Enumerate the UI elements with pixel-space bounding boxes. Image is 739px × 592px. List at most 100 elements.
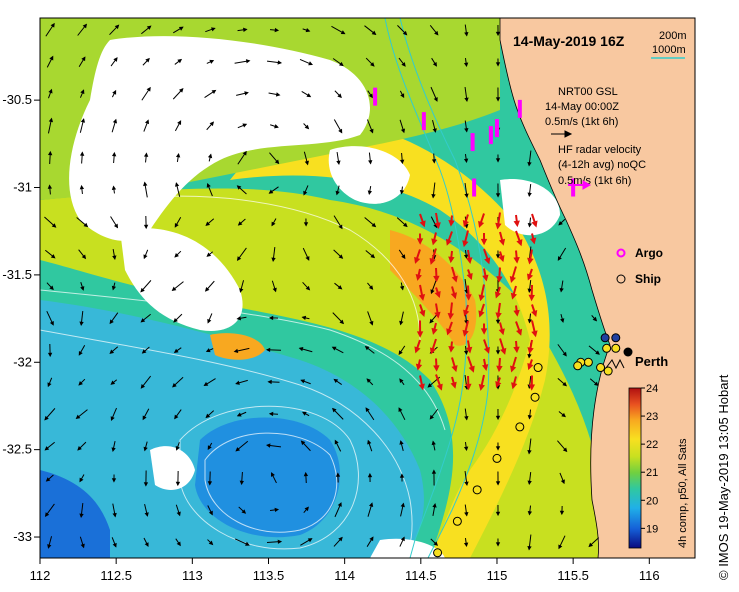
hf-arrow xyxy=(418,284,426,301)
current-arrow xyxy=(367,185,372,196)
current-arrow xyxy=(173,313,183,323)
hf-arrow xyxy=(465,340,473,354)
current-arrow xyxy=(495,24,501,37)
current-arrow xyxy=(47,117,54,134)
current-arrow xyxy=(367,311,374,326)
sst-leeuwin-current xyxy=(230,127,550,558)
current-arrow xyxy=(204,280,215,292)
contour-legend-1000m: 1000m xyxy=(652,44,686,56)
sst-contours xyxy=(40,195,446,558)
current-arrow xyxy=(399,152,405,165)
argo-legend-label: Argo xyxy=(635,246,663,260)
ship-station xyxy=(603,366,613,376)
current-arrow xyxy=(77,23,88,36)
current-arrow xyxy=(78,378,86,386)
current-arrow xyxy=(172,376,184,388)
current-arrow xyxy=(203,378,216,386)
current-arrow xyxy=(364,217,377,228)
current-arrow xyxy=(463,57,469,68)
ship-station xyxy=(573,361,583,371)
hf-arrow xyxy=(528,375,536,391)
x-tick-label: 115.5 xyxy=(557,568,589,583)
current-arrow xyxy=(397,25,408,36)
current-arrow xyxy=(527,313,533,324)
colorbar-tick-label: 19 xyxy=(646,523,658,535)
current-arrow xyxy=(175,538,181,547)
credit-text: © IMOS 19-May-2019 13:05 Hobart xyxy=(716,374,731,580)
argo-floats xyxy=(373,87,576,197)
current-arrow xyxy=(269,27,280,33)
hf-arrow xyxy=(496,357,503,373)
current-arrow xyxy=(334,439,342,452)
current-arrow xyxy=(173,26,184,34)
ship-stations xyxy=(433,333,621,558)
current-arrow xyxy=(75,409,88,420)
hf-arrow xyxy=(494,286,502,299)
current-arrow xyxy=(175,442,180,451)
current-arrow xyxy=(47,536,53,549)
current-arrow xyxy=(140,375,152,389)
current-arrow xyxy=(109,312,119,325)
current-arrow xyxy=(269,152,280,165)
gsl-scale-arrow xyxy=(551,130,573,138)
current-arrow xyxy=(336,151,341,166)
current-arrow xyxy=(495,471,501,486)
colorbar-tick-label: 24 xyxy=(646,383,658,395)
current-arrow xyxy=(400,502,405,517)
sst-cold-patch xyxy=(40,470,110,558)
current-arrow xyxy=(207,153,213,162)
sst-warm-patch xyxy=(210,333,265,360)
hf-arrow xyxy=(448,215,455,227)
hf-arrow xyxy=(466,249,473,265)
current-arrow xyxy=(172,88,184,100)
current-arrow xyxy=(78,249,87,260)
current-arrow xyxy=(268,315,279,321)
current-arrow xyxy=(266,60,283,65)
current-arrow xyxy=(175,152,181,163)
ship-station xyxy=(433,548,443,558)
current-arrow xyxy=(44,216,57,228)
current-arrow xyxy=(236,185,247,195)
hf-arrow xyxy=(527,249,534,265)
current-arrow xyxy=(431,57,437,67)
hf-arrow xyxy=(513,214,520,228)
current-arrow xyxy=(430,278,438,295)
current-arrow xyxy=(207,442,213,451)
current-arrow xyxy=(333,215,343,230)
current-arrow xyxy=(143,119,150,132)
land-western-australia xyxy=(500,18,695,558)
current-arrow xyxy=(527,409,533,420)
current-arrow xyxy=(333,378,342,385)
current-arrow xyxy=(269,507,280,513)
current-arrow xyxy=(495,408,501,421)
current-arrow xyxy=(399,378,405,386)
hf-arrow xyxy=(429,248,437,265)
current-arrow xyxy=(79,536,85,549)
current-arrow xyxy=(205,218,215,227)
current-arrow xyxy=(464,470,469,487)
hf-radar-vectors xyxy=(414,212,538,391)
current-arrow xyxy=(174,58,183,65)
x-tick-label: 114 xyxy=(334,568,355,583)
contour-legend-200m: 200m xyxy=(659,30,687,42)
current-arrow xyxy=(303,123,310,130)
current-arrow xyxy=(207,471,213,486)
ship-station xyxy=(596,363,606,373)
current-arrow xyxy=(368,152,373,165)
x-tick-label: 116 xyxy=(639,568,660,583)
current-arrow xyxy=(558,218,566,226)
current-arrow xyxy=(236,247,247,261)
map-area[interactable] xyxy=(40,18,695,558)
hf-arrow xyxy=(515,230,523,247)
hf-arrow xyxy=(431,232,438,246)
current-arrow xyxy=(463,441,469,452)
current-arrow xyxy=(47,343,53,358)
current-arrow xyxy=(367,439,373,452)
current-arrow xyxy=(527,150,532,167)
cloud-mask-southwest xyxy=(150,446,195,490)
hf-arrow xyxy=(496,267,503,283)
argo-legend-marker xyxy=(616,248,626,258)
current-arrow xyxy=(303,185,309,196)
current-arrow xyxy=(495,154,501,163)
